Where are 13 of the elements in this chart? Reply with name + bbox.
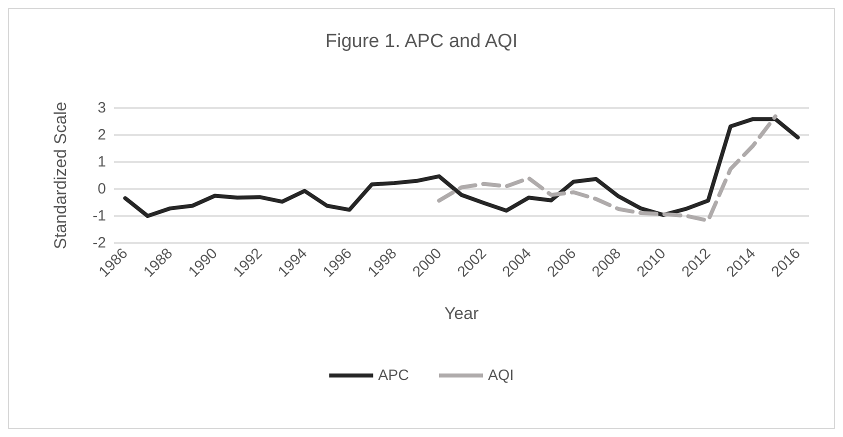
y-tick-label: 3 [98,100,106,116]
line-series [437,114,778,223]
y-tick-label: -1 [92,208,106,224]
x-axis-title: Year [444,304,480,323]
y-tick-label: 2 [98,126,106,144]
y-tick-label: -2 [92,234,106,252]
line-series [123,117,800,218]
y-tick-label: 1 [98,154,106,170]
y-axis-title: Standardized Scale [51,102,70,250]
chart-title: Figure 1. APC and AQI [325,31,518,52]
legend-label: AQI [488,367,514,384]
y-tick-label: 0 [98,180,106,198]
legend-label: APC [378,367,410,384]
